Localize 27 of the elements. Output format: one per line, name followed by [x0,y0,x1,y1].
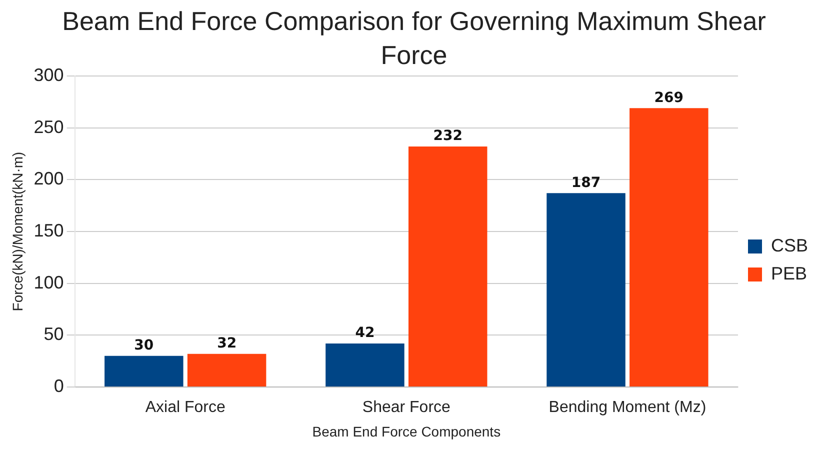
y-tick-label: 150 [34,220,64,240]
data-label: 232 [433,128,462,144]
data-label: 42 [355,325,375,342]
x-tick-label: Shear Force [362,399,451,416]
y-tick-label: 200 [34,168,64,189]
y-tick-label: 250 [34,116,64,137]
data-label: 269 [654,90,684,106]
bar [408,146,488,386]
x-tick-label: Bending Moment (Mz) [548,399,706,416]
data-label: 30 [134,338,154,354]
bar [326,343,404,386]
bar [187,354,266,386]
bar [104,356,184,386]
bar [630,108,708,386]
y-axis-title: Force(kN)/Moment(kN·m) [9,152,26,312]
chart-title: Beam End Force Comparison for Governing Maximum Shear Force [62,6,766,70]
data-label: 32 [217,335,237,352]
legend-label: PEB [770,263,808,284]
x-tick-label: Axial Force [145,399,226,416]
bar [546,193,626,386]
y-tick-label: 100 [34,272,64,292]
y-tick-label: 0 [54,376,64,396]
y-tick-label: 300 [34,64,64,85]
x-axis-title: Beam End Force Components [312,423,501,440]
legend-label: CSB [770,235,808,256]
y-tick-label: 50 [44,324,64,344]
data-label: 187 [571,174,601,191]
